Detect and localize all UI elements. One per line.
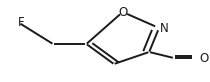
Text: O: O [118,5,127,19]
Text: F: F [18,15,24,29]
Text: N: N [160,21,169,35]
Text: O: O [199,51,209,65]
